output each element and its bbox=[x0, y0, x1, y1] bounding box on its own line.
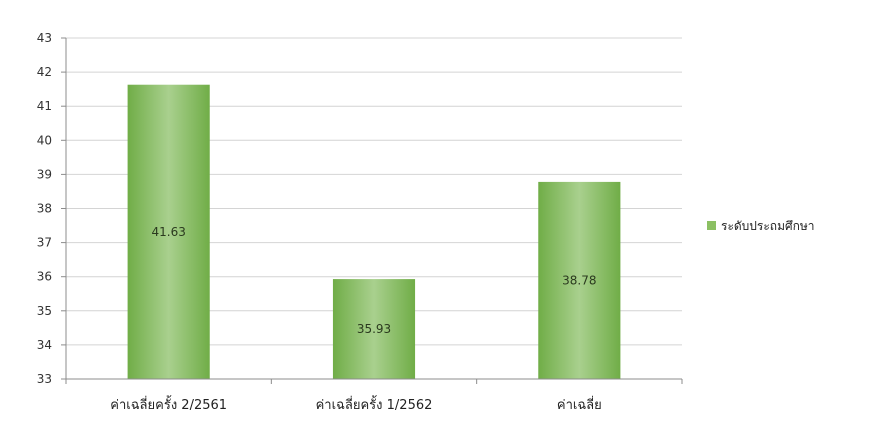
data-label: 35.93 bbox=[357, 322, 391, 336]
y-tick-label: 39 bbox=[37, 167, 52, 181]
bar bbox=[332, 279, 416, 379]
axes bbox=[61, 37, 683, 384]
data-label: 38.78 bbox=[562, 273, 596, 287]
data-label: 41.63 bbox=[151, 225, 185, 239]
y-tick-label: 43 bbox=[37, 31, 52, 45]
legend-swatch bbox=[707, 221, 716, 230]
y-tick-label: 36 bbox=[37, 270, 52, 284]
legend-label: ระดับประถมศึกษา bbox=[721, 219, 815, 233]
y-tick-label: 34 bbox=[37, 338, 52, 352]
y-tick-label: 38 bbox=[37, 202, 52, 216]
legend: ระดับประถมศึกษา bbox=[707, 219, 815, 233]
bars bbox=[127, 84, 621, 379]
y-tick-label: 37 bbox=[37, 236, 52, 250]
y-tick-label: 33 bbox=[37, 372, 52, 386]
y-tick-label: 42 bbox=[37, 65, 52, 79]
x-tick-label: ค่าเฉลี่ย bbox=[557, 396, 602, 413]
y-tick-label: 35 bbox=[37, 304, 52, 318]
x-tick-label: ค่าเฉลี่ยครั้ง 1/2562 bbox=[316, 395, 433, 413]
labels: 33 34 35 36 37 38 39 40 41 42 43 41.63 ค่าเฉลี่ยครั้… bbox=[37, 31, 602, 413]
x-tick-label: ค่าเฉลี่ยครั้ง 2/2561 bbox=[110, 395, 227, 413]
bar bbox=[127, 84, 210, 379]
bar bbox=[538, 181, 621, 379]
y-tick-label: 40 bbox=[37, 133, 52, 147]
y-tick-label: 41 bbox=[37, 99, 52, 113]
